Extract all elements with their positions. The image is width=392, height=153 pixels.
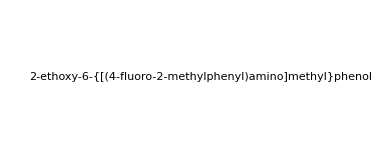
Text: 2-ethoxy-6-{[(4-fluoro-2-methylphenyl)amino]methyl}phenol: 2-ethoxy-6-{[(4-fluoro-2-methylphenyl)am…: [29, 72, 372, 82]
